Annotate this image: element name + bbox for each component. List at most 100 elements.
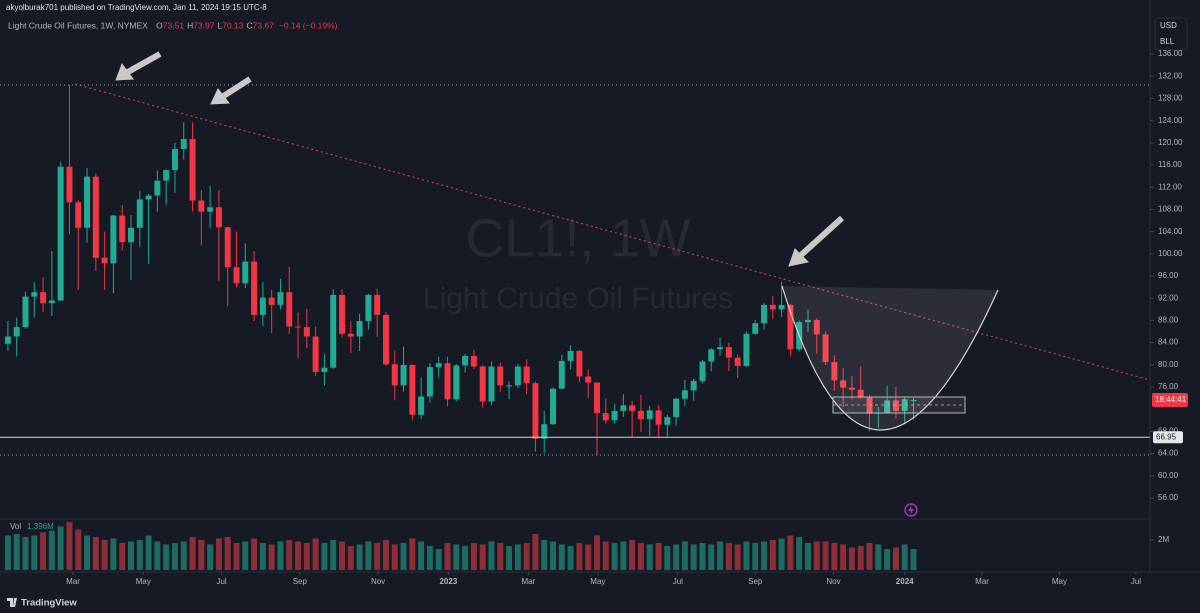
volume-bar (550, 541, 557, 570)
candle-body (690, 380, 697, 391)
candle-body (339, 294, 345, 334)
candle-body (444, 363, 451, 400)
unit: BLL (1160, 37, 1175, 46)
volume-bar (154, 541, 161, 570)
x-tick-label: Mar (975, 577, 989, 586)
candle-body (717, 347, 724, 350)
candle-body (128, 227, 134, 243)
volume-bar (66, 521, 73, 570)
volume-bar (532, 533, 539, 570)
candle-body (365, 294, 372, 321)
volume-bar (409, 538, 416, 570)
volume-bar (611, 542, 618, 570)
candle-body (462, 355, 469, 366)
y-tick-label: 120.00 (1158, 138, 1183, 147)
candle-body (585, 376, 592, 383)
event-icon-bolt (908, 505, 914, 515)
volume-bar (805, 542, 811, 570)
volume-bar (848, 547, 855, 570)
candle-body (312, 336, 319, 373)
volume-bar (312, 538, 319, 570)
volume-bar (444, 542, 451, 570)
candles-group (4, 84, 917, 456)
candle-body (171, 148, 178, 171)
y-tick-label: 136.00 (1158, 49, 1183, 58)
ohlc-key: C (247, 20, 253, 30)
candle-body (778, 304, 785, 310)
y-tick-label: 68.00 (1158, 427, 1179, 436)
candle-body (251, 261, 258, 315)
volume-bar (506, 545, 513, 570)
candle-body (435, 363, 442, 368)
level-label-box (1153, 431, 1183, 444)
candle-body (426, 367, 433, 397)
volume-bar (734, 544, 741, 570)
arrows (115, 51, 845, 267)
candle-body (48, 300, 55, 304)
ohlc-key: O (156, 20, 163, 30)
volume-bar (57, 526, 64, 570)
volume-bar (585, 544, 592, 570)
x-tick-label: Jul (673, 577, 683, 586)
candle-body (822, 334, 829, 363)
volume-bar (497, 542, 504, 570)
volume-bar (171, 542, 178, 570)
candle-body (31, 292, 38, 297)
candle-body (198, 200, 205, 212)
volume-bar (488, 541, 495, 570)
volume-bar (347, 545, 354, 570)
candle-body (136, 199, 143, 228)
y-tick-label: 116.00 (1158, 160, 1182, 169)
candle-body (558, 360, 565, 389)
x-tick-label: Mar (522, 577, 536, 586)
volume-bar (470, 542, 477, 570)
candle-body (848, 387, 855, 390)
volume-bar (251, 538, 258, 570)
ohlc-value: 73.97 (193, 20, 215, 30)
arrow-1 (124, 51, 162, 76)
candle-body (92, 176, 99, 258)
volume-bar (752, 542, 759, 570)
volume-bar (242, 541, 249, 570)
candle-body (119, 215, 126, 243)
candle-body (866, 397, 873, 414)
volume-bar (892, 547, 899, 570)
volume-bar (215, 538, 222, 570)
volume-bar (479, 544, 486, 570)
volume-bar (13, 533, 20, 570)
volume-bar (567, 545, 574, 570)
candle-body (189, 138, 196, 201)
volume-bar (101, 539, 108, 570)
volume-bar (901, 544, 908, 570)
candle-body (215, 207, 222, 228)
candle-body (523, 366, 530, 384)
x-tick-label: May (136, 577, 151, 586)
volume-bar (541, 539, 548, 570)
volume-bar (708, 544, 715, 570)
arrow-2-head (210, 88, 230, 105)
volume-bar (523, 542, 530, 570)
volume-bar (673, 544, 680, 570)
candle-body (57, 166, 64, 301)
y-tick-label: 112.00 (1158, 182, 1182, 191)
volume-bar (128, 541, 134, 570)
candle-body (752, 323, 759, 334)
volume-bar (435, 548, 442, 570)
candle-body (75, 202, 82, 228)
candle-body (66, 166, 73, 203)
volume-bar (637, 542, 644, 570)
y-tick-label: 124.00 (1158, 116, 1183, 125)
event-icon[interactable] (904, 503, 918, 517)
candle-body (259, 297, 266, 315)
currency-box[interactable] (1154, 17, 1188, 51)
candle-body (488, 366, 495, 402)
volume-bar (778, 538, 785, 570)
y-tick-label: 60.00 (1158, 471, 1179, 480)
volume-bar (180, 541, 187, 570)
volume-bar (681, 541, 688, 570)
volume-bar (233, 542, 240, 570)
candle-body (470, 355, 477, 367)
volume-bar (576, 542, 583, 570)
candle-body (761, 304, 768, 324)
candle-body (163, 170, 170, 181)
